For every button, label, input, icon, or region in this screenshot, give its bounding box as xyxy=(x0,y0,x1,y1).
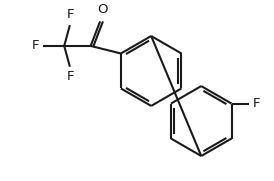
Text: F: F xyxy=(32,39,40,52)
Text: F: F xyxy=(67,8,75,21)
Text: O: O xyxy=(97,3,107,16)
Text: F: F xyxy=(252,97,260,110)
Text: F: F xyxy=(67,70,75,83)
